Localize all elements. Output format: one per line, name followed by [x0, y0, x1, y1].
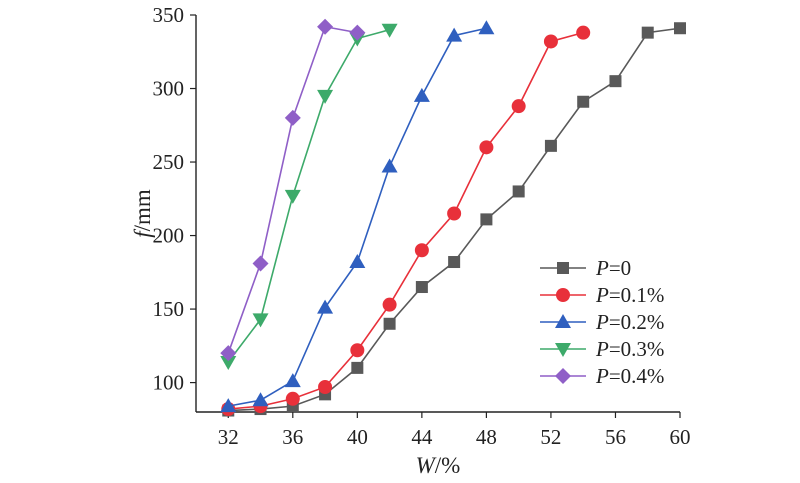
series-line	[228, 31, 584, 410]
series-4	[220, 18, 366, 362]
data-point	[350, 343, 365, 358]
legend-marker	[555, 368, 571, 384]
legend-value: =0.3%	[609, 337, 665, 361]
series-2	[220, 20, 495, 413]
legend-label: P=0.2%	[595, 310, 664, 334]
data-point	[220, 398, 237, 413]
data-point	[577, 95, 590, 108]
y-tick-label: 350	[153, 3, 185, 27]
data-point	[317, 299, 334, 314]
legend-variable: P	[595, 310, 609, 334]
data-point	[382, 297, 397, 312]
series-layer	[220, 18, 686, 417]
legend: P=0P=0.1%P=0.2%P=0.3%P=0.4%	[540, 256, 664, 388]
y-tick-label: 250	[153, 150, 185, 174]
legend-label: P=0	[595, 256, 631, 280]
legend-item: P=0	[540, 256, 631, 280]
data-point	[284, 373, 301, 388]
legend-item: P=0.3%	[540, 337, 664, 361]
series-3	[220, 23, 398, 371]
legend-value: =0	[609, 256, 631, 280]
legend-value: =0.2%	[609, 310, 665, 334]
legend-value: =0.1%	[609, 283, 665, 307]
y-axis: 100 150 200 250 300 350	[153, 3, 196, 395]
data-point	[544, 139, 557, 152]
y-axis-unit: /mm	[130, 189, 155, 231]
legend-label: P=0.4%	[595, 364, 664, 388]
x-tick-label: 44	[411, 425, 433, 449]
data-point	[351, 361, 364, 374]
data-point	[609, 75, 622, 88]
y-tick-label: 300	[153, 77, 185, 101]
y-tick-label: 200	[153, 224, 185, 248]
legend-variable: P	[595, 337, 609, 361]
data-point	[318, 380, 333, 395]
x-tick-label: 40	[347, 425, 368, 449]
x-tick-label: 52	[540, 425, 561, 449]
legend-item: P=0.1%	[540, 283, 664, 307]
data-point	[415, 281, 428, 294]
data-point	[220, 356, 237, 371]
legend-value: =0.4%	[609, 364, 665, 388]
series-line	[227, 28, 390, 363]
data-point	[512, 185, 525, 198]
legend-item: P=0.4%	[540, 364, 664, 388]
data-point	[284, 109, 301, 126]
data-point	[674, 22, 686, 35]
legend-marker	[555, 314, 571, 328]
data-point	[349, 254, 366, 269]
data-point	[641, 26, 654, 39]
legend-marker	[555, 343, 571, 357]
data-point	[317, 18, 334, 35]
legend-label: P=0.3%	[595, 337, 664, 361]
data-point	[252, 392, 269, 407]
y-axis-variable: f	[130, 228, 155, 238]
data-point	[381, 158, 398, 173]
data-point	[252, 313, 269, 328]
legend-variable: P	[595, 283, 609, 307]
x-axis-unit: /%	[435, 453, 461, 478]
data-point	[284, 189, 301, 204]
data-point	[285, 391, 300, 406]
y-axis-title: f/mm	[130, 189, 155, 238]
data-point	[381, 23, 398, 38]
data-point	[383, 317, 396, 330]
y-tick-label: 150	[153, 297, 185, 321]
data-point	[349, 24, 366, 41]
legend-marker	[557, 262, 569, 274]
x-axis: 32 36 40 44 48 52 56 60	[218, 412, 691, 449]
data-point	[220, 345, 237, 362]
legend-label: P=0.1%	[595, 283, 664, 307]
data-point	[511, 99, 526, 114]
legend-item: P=0.2%	[540, 310, 664, 334]
data-point	[414, 243, 429, 258]
data-point	[479, 140, 494, 155]
x-tick-label: 60	[670, 425, 691, 449]
x-axis-title: W/%	[416, 453, 461, 478]
data-point	[413, 87, 430, 102]
data-point	[480, 213, 493, 226]
data-point	[543, 34, 558, 49]
data-point	[317, 89, 334, 104]
x-tick-label: 32	[218, 425, 239, 449]
data-point	[447, 206, 462, 221]
data-point	[478, 20, 495, 35]
legend-marker	[556, 288, 570, 302]
series-1	[221, 25, 591, 417]
plot-frame	[195, 15, 680, 413]
legend-variable: P	[595, 364, 609, 388]
legend-variable: P	[595, 256, 609, 280]
x-axis-variable: W	[416, 453, 437, 478]
x-tick-label: 36	[282, 425, 303, 449]
data-point	[252, 255, 269, 272]
y-tick-label: 100	[153, 371, 185, 395]
x-tick-label: 56	[605, 425, 626, 449]
x-tick-label: 48	[476, 425, 497, 449]
data-point	[448, 256, 461, 269]
data-point	[446, 27, 463, 42]
data-point	[576, 25, 591, 40]
